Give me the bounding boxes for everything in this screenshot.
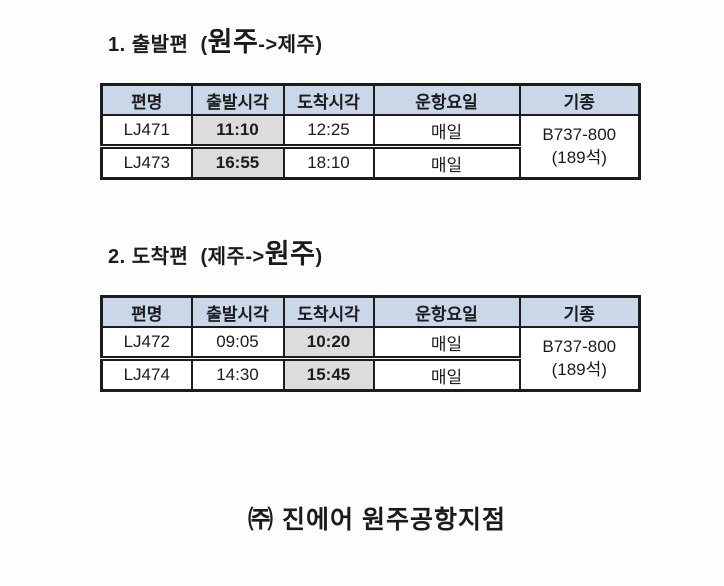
flight-row: LJ474 14:30 15:45 매일 [100, 357, 640, 392]
section-2-route: (제주->원주) [200, 239, 323, 269]
header-operating-days: 운항요일 [372, 83, 521, 116]
flight-row: LJ473 16:55 18:10 매일 [100, 145, 640, 180]
header-aircraft-type: 기종 [518, 295, 641, 328]
section-1-heading: 1. 출발편 (원주->제주) [108, 20, 323, 59]
aircraft-seats: (189석) [551, 359, 607, 379]
section-2-heading: 2. 도착편 (제주->원주) [108, 232, 323, 271]
arrival-time-cell: 12:25 [282, 114, 375, 149]
flight-number-cell: LJ473 [100, 145, 193, 180]
flight-number-cell: LJ472 [100, 326, 193, 361]
departure-time-cell-highlighted: 11:10 [190, 114, 285, 149]
header-aircraft-type: 기종 [518, 83, 641, 116]
arrival-time-cell-highlighted: 15:45 [282, 357, 375, 392]
section-1-title: 1. 출발편 [108, 34, 189, 56]
arrival-time-cell-highlighted: 10:20 [282, 326, 375, 361]
arrivals-table: 편명 출발시각 도착시각 운항요일 기종 LJ472 09:05 10:20 매… [100, 295, 641, 392]
operating-days-cell: 매일 [372, 114, 521, 149]
departure-time-cell: 09:05 [190, 326, 285, 361]
footer-company-name: ㈜ 진에어 원주공항지점 [248, 506, 506, 534]
departure-time-cell: 14:30 [190, 357, 285, 392]
header-arrival-time: 도착시각 [282, 295, 375, 328]
arrival-time-cell: 18:10 [282, 145, 375, 180]
flight-number-cell: LJ471 [100, 114, 193, 149]
aircraft-model: B737-800 [542, 337, 617, 357]
arrivals-header-row: 편명 출발시각 도착시각 운항요일 기종 [100, 295, 641, 328]
header-departure-time: 출발시각 [190, 83, 285, 116]
aircraft-type-cell: B737-800 (189석) [518, 114, 641, 180]
header-flight-number: 편명 [100, 83, 193, 116]
header-departure-time: 출발시각 [190, 295, 285, 328]
departure-time-cell-highlighted: 16:55 [190, 145, 285, 180]
route-paren-close: ) [315, 246, 323, 268]
flight-row: LJ472 09:05 10:20 매일 B737-800 (189석) [100, 326, 641, 392]
route-origin-emphasized: 원주 [207, 27, 259, 57]
route-paren-open: ( [200, 34, 208, 56]
route-origin: (제주-> [200, 246, 265, 268]
header-operating-days: 운항요일 [372, 295, 521, 328]
operating-days-cell: 매일 [372, 326, 521, 361]
route-destination: ->제주) [258, 34, 323, 56]
aircraft-seats: (189석) [551, 147, 607, 167]
flight-number-cell: LJ474 [100, 357, 193, 392]
section-2-title: 2. 도착편 [108, 246, 189, 268]
operating-days-cell: 매일 [372, 145, 521, 180]
aircraft-model: B737-800 [542, 125, 617, 145]
aircraft-type-cell: B737-800 (189석) [518, 326, 641, 392]
operating-days-cell: 매일 [372, 357, 521, 392]
header-flight-number: 편명 [100, 295, 193, 328]
departures-table: 편명 출발시각 도착시각 운항요일 기종 LJ471 11:10 12:25 매… [100, 83, 641, 180]
section-1-route: (원주->제주) [200, 27, 323, 57]
departures-header-row: 편명 출발시각 도착시각 운항요일 기종 [100, 83, 641, 116]
flight-row: LJ471 11:10 12:25 매일 B737-800 (189석) [100, 114, 641, 180]
header-arrival-time: 도착시각 [282, 83, 375, 116]
route-destination-emphasized: 원주 [264, 239, 316, 269]
